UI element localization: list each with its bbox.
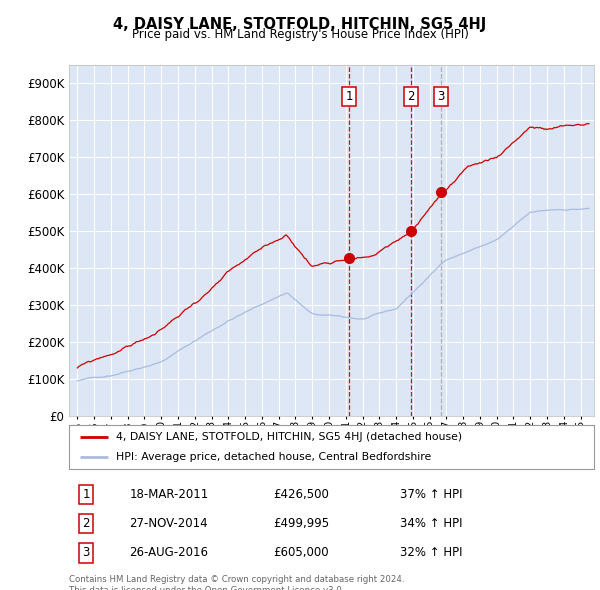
Text: 34% ↑ HPI: 34% ↑ HPI [400,517,462,530]
Text: £426,500: £426,500 [274,488,329,501]
Text: 4, DAISY LANE, STOTFOLD, HITCHIN, SG5 4HJ: 4, DAISY LANE, STOTFOLD, HITCHIN, SG5 4H… [113,17,487,31]
Text: This data is licensed under the Open Government Licence v3.0.: This data is licensed under the Open Gov… [69,586,344,590]
Text: Price paid vs. HM Land Registry's House Price Index (HPI): Price paid vs. HM Land Registry's House … [131,28,469,41]
Text: Contains HM Land Registry data © Crown copyright and database right 2024.: Contains HM Land Registry data © Crown c… [69,575,404,584]
Text: 32% ↑ HPI: 32% ↑ HPI [400,546,462,559]
Text: 37% ↑ HPI: 37% ↑ HPI [400,488,462,501]
Text: 2: 2 [83,517,90,530]
Text: 26-AUG-2016: 26-AUG-2016 [130,546,208,559]
Text: 2: 2 [407,90,415,103]
Text: £605,000: £605,000 [274,546,329,559]
Text: 18-MAR-2011: 18-MAR-2011 [130,488,209,501]
Text: 4, DAISY LANE, STOTFOLD, HITCHIN, SG5 4HJ (detached house): 4, DAISY LANE, STOTFOLD, HITCHIN, SG5 4H… [116,432,463,442]
Text: 1: 1 [83,488,90,501]
Text: 3: 3 [83,546,90,559]
Text: HPI: Average price, detached house, Central Bedfordshire: HPI: Average price, detached house, Cent… [116,452,431,462]
Text: 3: 3 [437,90,444,103]
Text: £499,995: £499,995 [274,517,330,530]
Text: 27-NOV-2014: 27-NOV-2014 [130,517,208,530]
Text: 1: 1 [346,90,353,103]
